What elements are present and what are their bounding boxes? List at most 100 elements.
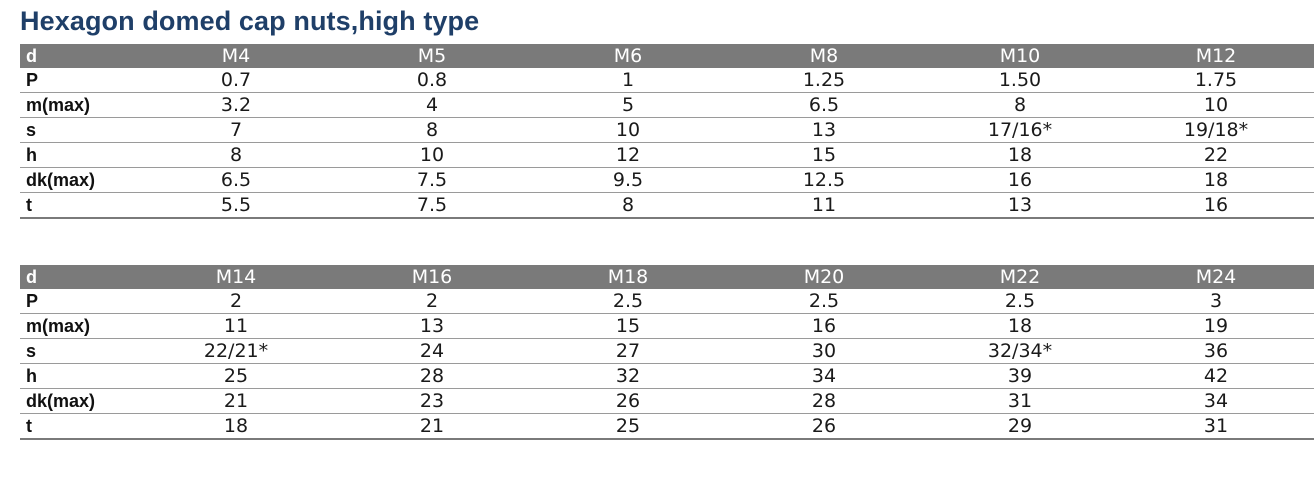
value-cell: 18 — [1203, 169, 1229, 191]
row-label-cell: t — [26, 194, 32, 215]
table-row: dk(max) 6.5 7.5 9.5 12.5 16 18 — [20, 168, 1314, 193]
header-size-cell: M8 — [809, 45, 839, 67]
value-cell: 2 — [229, 290, 243, 312]
value-cell: 13 — [1007, 194, 1033, 216]
value-cell: 9.5 — [612, 169, 644, 191]
value-cell: 29 — [1007, 415, 1033, 437]
value-cell: 10 — [419, 144, 445, 166]
value-cell: 24 — [419, 340, 445, 362]
value-cell: 2.5 — [808, 290, 840, 312]
spec-table-1: d M4 M5 M6 M8 M10 M12 P 0.7 0.8 1 1.25 1.50 1.75 m(max… — [20, 44, 1314, 219]
value-cell: 26 — [615, 390, 641, 412]
value-cell: 10 — [615, 119, 641, 141]
value-cell: 12 — [615, 144, 641, 166]
value-cell: 15 — [615, 315, 641, 337]
value-cell: 28 — [811, 390, 837, 412]
value-cell: 8 — [621, 194, 635, 216]
value-cell: 13 — [419, 315, 445, 337]
table-row: m(max) 3.2 4 5 6.5 8 10 — [20, 93, 1314, 118]
value-cell: 16 — [811, 315, 837, 337]
value-cell: 10 — [1203, 94, 1229, 116]
header-size-cell: M12 — [1195, 45, 1237, 67]
value-cell: 18 — [1007, 144, 1033, 166]
header-size-cell: M22 — [999, 266, 1041, 288]
table-row: dk(max) 21 23 26 28 31 34 — [20, 389, 1314, 414]
value-cell: 1.50 — [998, 69, 1042, 91]
table-row: P 2 2 2.5 2.5 2.5 3 — [20, 289, 1314, 314]
header-size-cell: M20 — [803, 266, 845, 288]
value-cell: 1.25 — [802, 69, 846, 91]
value-cell: 36 — [1203, 340, 1229, 362]
value-cell: 2 — [425, 290, 439, 312]
table-row: P 0.7 0.8 1 1.25 1.50 1.75 — [20, 68, 1314, 93]
row-label-cell: dk(max) — [26, 169, 96, 190]
header-size-cell: M6 — [613, 45, 643, 67]
table-row: h 25 28 32 34 39 42 — [20, 364, 1314, 389]
value-cell: 6.5 — [808, 94, 840, 116]
value-cell: 15 — [811, 144, 837, 166]
row-label-cell: h — [26, 365, 37, 386]
spec-table-body: d M4 M5 M6 M8 M10 M12 P 0.7 0.8 1 1.25 1.50 1.75 m(max… — [20, 44, 1314, 218]
value-cell: 34 — [1203, 390, 1229, 412]
value-cell: 17/16* — [987, 119, 1053, 141]
value-cell: 32/34* — [987, 340, 1053, 362]
header-size-cell: M24 — [1195, 266, 1237, 288]
value-cell: 34 — [811, 365, 837, 387]
value-cell: 22/21* — [203, 340, 269, 362]
value-cell: 42 — [1203, 365, 1229, 387]
value-cell: 11 — [811, 194, 837, 216]
table-row: t 18 21 25 26 29 31 — [20, 414, 1314, 439]
value-cell: 11 — [223, 315, 249, 337]
value-cell: 3.2 — [220, 94, 252, 116]
value-cell: 1.75 — [1194, 69, 1238, 91]
header-size-cell: M14 — [215, 266, 257, 288]
value-cell: 7.5 — [416, 169, 448, 191]
value-cell: 22 — [1203, 144, 1229, 166]
value-cell: 21 — [223, 390, 249, 412]
value-cell: 32 — [615, 365, 641, 387]
value-cell: 6.5 — [220, 169, 252, 191]
value-cell: 5.5 — [220, 194, 252, 216]
value-cell: 16 — [1007, 169, 1033, 191]
value-cell: 25 — [223, 365, 249, 387]
value-cell: 28 — [419, 365, 445, 387]
header-size-cell: M5 — [417, 45, 447, 67]
value-cell: 19/18* — [1183, 119, 1249, 141]
value-cell: 27 — [615, 340, 641, 362]
spec-table-body: d M14 M16 M18 M20 M22 M24 P 2 2 2.5 2.5 2.5 3 m(max) 11… — [20, 265, 1314, 439]
value-cell: 5 — [621, 94, 635, 116]
value-cell: 19 — [1203, 315, 1229, 337]
page-title: Hexagon domed cap nuts,high type — [20, 6, 480, 36]
table-header-row: d M4 M5 M6 M8 M10 M12 — [20, 44, 1314, 68]
header-size-cell: M16 — [411, 266, 453, 288]
table-header-row: d M14 M16 M18 M20 M22 M24 — [20, 265, 1314, 289]
spec-table-2: d M14 M16 M18 M20 M22 M24 P 2 2 2.5 2.5 2.5 3 m(max) 11… — [20, 265, 1314, 440]
row-label-cell: dk(max) — [26, 390, 96, 411]
table-row: s 7 8 10 13 17/16* 19/18* — [20, 118, 1314, 143]
value-cell: 7 — [229, 119, 243, 141]
value-cell: 12.5 — [802, 169, 846, 191]
value-cell: 16 — [1203, 194, 1229, 216]
value-cell: 4 — [425, 94, 439, 116]
value-cell: 18 — [223, 415, 249, 437]
value-cell: 30 — [811, 340, 837, 362]
value-cell: 7.5 — [416, 194, 448, 216]
table-row: h 8 10 12 15 18 22 — [20, 143, 1314, 168]
header-size-cell: M4 — [221, 45, 251, 67]
value-cell: 18 — [1007, 315, 1033, 337]
value-cell: 2.5 — [612, 290, 644, 312]
row-label-cell: m(max) — [26, 94, 91, 115]
row-label-cell: h — [26, 144, 37, 165]
value-cell: 8 — [229, 144, 243, 166]
value-cell: 39 — [1007, 365, 1033, 387]
row-label-cell: t — [26, 415, 32, 436]
row-label-cell: s — [26, 340, 37, 361]
table-row: m(max) 11 13 15 16 18 19 — [20, 314, 1314, 339]
table-row: t 5.5 7.5 8 11 13 16 — [20, 193, 1314, 218]
header-size-cell: M10 — [999, 45, 1041, 67]
value-cell: 2.5 — [1004, 290, 1036, 312]
value-cell: 13 — [811, 119, 837, 141]
value-cell: 31 — [1007, 390, 1033, 412]
value-cell: 8 — [425, 119, 439, 141]
header-label-cell: d — [26, 266, 37, 287]
